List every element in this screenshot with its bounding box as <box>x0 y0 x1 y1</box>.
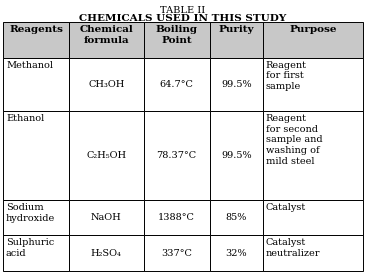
Bar <box>69 111 143 200</box>
Bar <box>210 58 263 111</box>
Bar <box>69 200 143 235</box>
Bar <box>3 111 69 200</box>
Bar <box>263 111 363 200</box>
Text: 99.5%: 99.5% <box>221 80 251 89</box>
Bar <box>3 200 69 235</box>
Text: Ethanol: Ethanol <box>6 114 44 123</box>
Text: Reagents: Reagents <box>9 25 63 34</box>
Bar <box>263 58 363 111</box>
Text: Boiling
Point: Boiling Point <box>156 25 198 45</box>
Text: CH₃OH: CH₃OH <box>88 80 124 89</box>
Bar <box>263 200 363 235</box>
Text: C₂H₅OH: C₂H₅OH <box>86 151 126 160</box>
Bar <box>69 235 143 271</box>
Bar <box>3 235 69 271</box>
Text: 78.37°C: 78.37°C <box>157 151 197 160</box>
Text: 64.7°C: 64.7°C <box>160 80 194 89</box>
Text: 85%: 85% <box>225 213 247 222</box>
Bar <box>3 22 69 58</box>
Text: Sodium
hydroxide: Sodium hydroxide <box>6 203 55 222</box>
Bar <box>210 200 263 235</box>
Bar <box>210 235 263 271</box>
Text: TABLE II: TABLE II <box>160 6 206 15</box>
Text: 337°C: 337°C <box>161 249 192 258</box>
Text: Sulphuric
acid: Sulphuric acid <box>6 238 54 258</box>
Text: Reagent
for first
sample: Reagent for first sample <box>266 61 307 91</box>
Text: H₂SO₄: H₂SO₄ <box>91 249 122 258</box>
Bar <box>143 111 210 200</box>
Bar <box>263 235 363 271</box>
Text: Purity: Purity <box>219 25 254 34</box>
Text: 1388°C: 1388°C <box>158 213 195 222</box>
Bar <box>143 58 210 111</box>
Bar <box>263 22 363 58</box>
Text: Chemical
formula: Chemical formula <box>79 25 133 45</box>
Text: Catalyst
neutralizer: Catalyst neutralizer <box>266 238 320 258</box>
Text: NaOH: NaOH <box>91 213 122 222</box>
Text: 32%: 32% <box>225 249 247 258</box>
Text: Methanol: Methanol <box>6 61 53 70</box>
Bar <box>210 111 263 200</box>
Bar <box>3 58 69 111</box>
Bar <box>69 22 143 58</box>
Bar <box>143 200 210 235</box>
Text: 99.5%: 99.5% <box>221 151 251 160</box>
Bar <box>210 22 263 58</box>
Text: CHEMICALS USED IN THIS STUDY: CHEMICALS USED IN THIS STUDY <box>79 14 287 23</box>
Text: Purpose: Purpose <box>289 25 337 34</box>
Bar <box>143 235 210 271</box>
Bar <box>69 58 143 111</box>
Bar <box>143 22 210 58</box>
Text: Reagent
for second
sample and
washing of
mild steel: Reagent for second sample and washing of… <box>266 114 322 166</box>
Text: Catalyst: Catalyst <box>266 203 306 212</box>
